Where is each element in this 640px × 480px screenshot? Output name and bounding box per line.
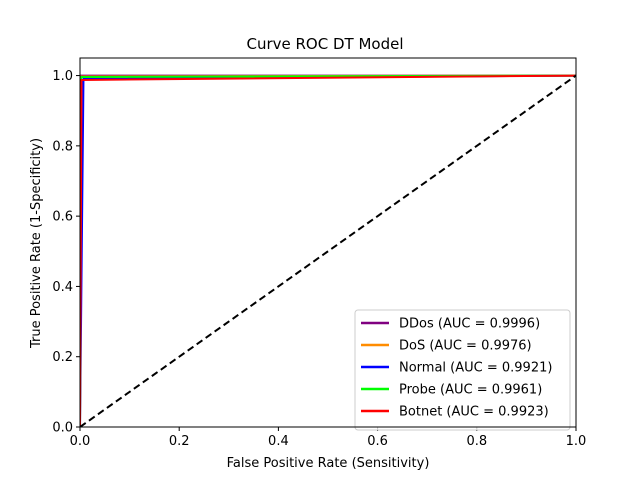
x-tick-label: 0.8 [466, 434, 487, 449]
y-tick-label: 0.2 [52, 350, 73, 365]
x-tick-label: 0.2 [169, 434, 190, 449]
legend-entry-label: DDos (AUC = 0.9996) [399, 317, 540, 332]
legend: DDos (AUC = 0.9996) DoS (AUC = 0.9976) Nor… [354, 309, 571, 431]
y-tick-label: 0.0 [52, 421, 73, 436]
x-tick-label: 0.0 [70, 434, 91, 449]
y-tick-label: 1.0 [52, 69, 73, 84]
legend-entry-label: Probe (AUC = 0.9961) [399, 383, 542, 398]
legend-entry-label: Normal (AUC = 0.9921) [399, 361, 552, 376]
legend-entry-label: Botnet (AUC = 0.9923) [399, 405, 549, 420]
x-axis-label: False Positive Rate (Sensitivity) [227, 456, 430, 471]
y-tick-label: 0.6 [52, 210, 73, 225]
reference-diagonal-line [80, 74, 576, 427]
y-tick-label: 0.4 [52, 280, 73, 295]
legend-box [354, 309, 571, 431]
x-tick-label: 0.6 [367, 434, 388, 449]
y-tick-label: 0.8 [52, 139, 73, 154]
axes-frame [79, 57, 577, 428]
chart-title: Curve ROC DT Model [246, 35, 403, 53]
axes-ticks: 0.0 0.2 0.4 0.6 0.8 1.0 0.0 0.2 0.4 0.6 0.8 1.0 [52, 69, 586, 449]
y-axis-label: True Positive Rate (1-Specificity) [29, 138, 44, 349]
x-tick-label: 1.0 [566, 434, 587, 449]
x-tick-label: 0.4 [268, 434, 289, 449]
legend-entry-label: DoS (AUC = 0.9976) [399, 339, 532, 354]
